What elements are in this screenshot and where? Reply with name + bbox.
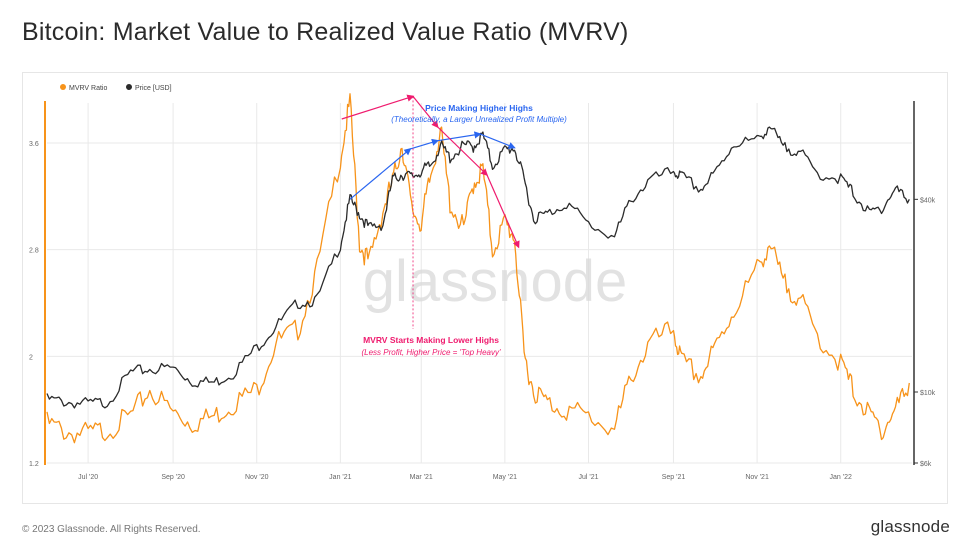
chart-panel: glassnode 1.2 2 2.8 3.6 $6k $10k $40k Jul '20 Se… (22, 72, 948, 504)
price-higher-high-arrow (479, 133, 516, 149)
mvrv-lower-high-arrow (437, 126, 489, 177)
x-tick-label: May '21 (493, 474, 517, 481)
y-left-tick-label: 3.6 (29, 141, 39, 148)
mvrv-lower-high-arrow (341, 94, 415, 120)
annotation-higher-subtitle: (Theoretically, a Larger Unrealized Prof… (391, 115, 567, 124)
price-higher-high-arrow (349, 147, 412, 200)
footer-logo: glassnode (870, 517, 950, 536)
x-tick-label: Jul '21 (578, 474, 598, 481)
series-line-price (46, 126, 910, 409)
annotation-lower-title: MVRV Starts Making Lower Highs (363, 335, 499, 345)
legend-mvrv-swatch (60, 84, 66, 90)
x-tick-label: Jul '20 (78, 474, 98, 481)
annotation-lower-highs: MVRV Starts Making Lower Highs (Less Pro… (361, 335, 501, 357)
y-left-tick-label: 2 (29, 354, 33, 361)
legend-price-label: Price [USD] (135, 85, 172, 92)
x-tick-label: Sep '21 (662, 474, 686, 481)
y-right-tick-label: $40k (920, 197, 936, 204)
x-tick-label: Nov '20 (245, 474, 269, 481)
annotation-higher-highs: Price Making Higher Highs (Theoretically… (391, 103, 567, 124)
x-tick-label: Jan '21 (329, 474, 351, 481)
series-line-mvrv (46, 93, 910, 444)
x-tick-label: Sep '20 (161, 474, 185, 481)
mvrv-chart: glassnode 1.2 2 2.8 3.6 $6k $10k $40k Jul '20 Se… (29, 84, 936, 481)
annotation-higher-title: Price Making Higher Highs (425, 103, 533, 113)
footer-copyright: © 2023 Glassnode. All Rights Reserved. (22, 524, 201, 535)
y-right-tick-label: $10k (920, 390, 936, 397)
y-right-tick-label: $6k (920, 461, 932, 468)
grid-lines (47, 103, 912, 464)
legend: MVRV Ratio Price [USD] (60, 84, 172, 92)
legend-price-swatch (126, 84, 132, 90)
annotation-lower-subtitle: (Less Profit, Higher Price = 'Top Heavy' (361, 348, 501, 357)
watermark: glassnode (363, 249, 627, 314)
y-left-tick-label: 2.8 (29, 248, 39, 255)
mvrv-lower-high-arrow (486, 174, 520, 249)
legend-mvrv-label: MVRV Ratio (69, 85, 107, 92)
x-tick-label: Mar '21 (410, 474, 433, 481)
page-title: Bitcoin: Market Value to Realized Value … (22, 18, 629, 46)
x-tick-label: Nov '21 (745, 474, 769, 481)
y-left-tick-label: 1.2 (29, 461, 39, 468)
x-tick-label: Jan '22 (830, 474, 852, 481)
price-higher-high-arrow (410, 138, 440, 150)
price-higher-high-arrow (437, 131, 482, 142)
mvrv-lower-high-arrow (412, 95, 439, 129)
